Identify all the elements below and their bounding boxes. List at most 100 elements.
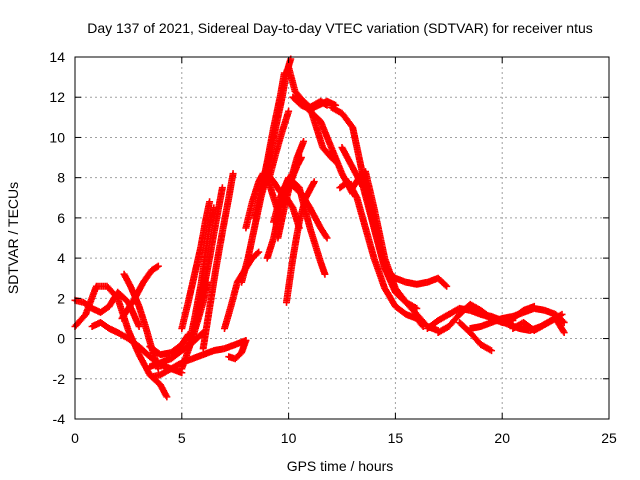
data-point	[114, 288, 131, 305]
data-point	[456, 319, 473, 335]
data-point	[434, 323, 451, 336]
series-arc-3	[88, 319, 186, 377]
data-point	[413, 304, 421, 312]
x-axis-label: GPS time / hours	[287, 458, 394, 474]
data-point	[317, 224, 330, 241]
x-tick-label: 5	[178, 430, 186, 446]
plot-frame	[74, 56, 610, 420]
data-point	[167, 342, 184, 357]
data-point	[434, 311, 451, 324]
data-point	[248, 249, 261, 262]
data-point	[229, 170, 237, 178]
series-arc-8	[146, 331, 192, 359]
y-tick-label: 14	[49, 49, 65, 65]
data-point	[338, 144, 356, 170]
data-point	[362, 168, 378, 210]
data-point	[156, 381, 170, 399]
data-point	[135, 322, 143, 330]
data-point	[306, 103, 320, 130]
data-point	[477, 341, 494, 354]
data-point	[466, 329, 484, 347]
data-point	[289, 93, 304, 108]
data-point	[327, 154, 340, 166]
series-arc-20	[265, 107, 293, 182]
data-point	[218, 196, 232, 236]
data-points	[71, 55, 568, 401]
y-tick-label: 8	[57, 170, 65, 186]
y-tick-label: 6	[57, 210, 65, 226]
y-tick-label: 10	[49, 129, 65, 145]
series-arc-10	[178, 198, 214, 332]
data-point	[231, 350, 244, 363]
y-tick-label: 0	[57, 331, 65, 347]
data-point	[199, 256, 213, 296]
data-point	[156, 366, 174, 379]
y-tick-label: 4	[57, 250, 65, 266]
data-point	[238, 256, 252, 286]
series-arc-39	[509, 314, 568, 337]
chart-title: Day 137 of 2021, Sidereal Day-to-day VTE…	[87, 20, 593, 36]
data-point	[206, 220, 220, 262]
data-point	[124, 296, 138, 312]
data-point	[323, 234, 331, 242]
data-point	[199, 306, 213, 353]
data-point	[327, 103, 344, 116]
data-point	[167, 348, 184, 363]
data-point	[370, 254, 388, 291]
y-axis-label: SDTVAR / TECUs	[5, 182, 21, 294]
data-point	[263, 236, 277, 262]
data-point	[255, 248, 263, 256]
data-point	[135, 351, 153, 377]
data-point	[445, 312, 462, 330]
data-point	[105, 290, 121, 310]
data-point	[131, 280, 147, 302]
data-point	[270, 196, 284, 226]
data-point	[413, 314, 426, 329]
series-arc-33	[336, 178, 427, 330]
data-point	[270, 178, 283, 194]
series-arc-5	[118, 262, 162, 322]
data-point	[248, 179, 262, 206]
data-point	[118, 306, 131, 322]
x-tick-label: 15	[388, 430, 404, 446]
data-point	[265, 151, 279, 182]
data-point	[334, 160, 342, 168]
series-arc-37	[456, 319, 496, 355]
data-point	[419, 322, 427, 330]
data-point	[297, 154, 305, 162]
series-arc-29	[306, 103, 342, 168]
data-point	[434, 274, 449, 289]
data-point	[154, 262, 162, 270]
data-point	[97, 303, 112, 316]
data-point	[124, 335, 142, 350]
data-point	[283, 256, 297, 306]
data-point	[278, 109, 292, 135]
data-point	[321, 270, 329, 278]
data-point	[558, 310, 566, 318]
data-point	[370, 204, 388, 260]
data-point	[178, 332, 191, 349]
data-point	[488, 347, 496, 355]
data-point	[135, 343, 153, 359]
data-point	[206, 266, 220, 312]
data-point	[310, 178, 318, 186]
y-tick-label: 2	[57, 290, 65, 306]
data-point	[80, 298, 95, 311]
data-point	[466, 300, 483, 313]
data-point	[353, 194, 369, 230]
data-point	[302, 179, 317, 202]
data-point	[381, 284, 398, 309]
data-point	[285, 107, 293, 115]
data-point	[338, 109, 356, 130]
data-point	[97, 319, 112, 331]
data-point	[312, 123, 326, 150]
data-point	[381, 254, 399, 291]
x-tick-label: 20	[494, 430, 510, 446]
data-point	[306, 224, 324, 264]
x-tick-label: 10	[281, 430, 297, 446]
data-point	[242, 337, 250, 345]
series-arc-12	[191, 184, 226, 332]
data-point	[148, 263, 161, 274]
data-point	[114, 329, 131, 342]
data-point	[293, 139, 307, 162]
